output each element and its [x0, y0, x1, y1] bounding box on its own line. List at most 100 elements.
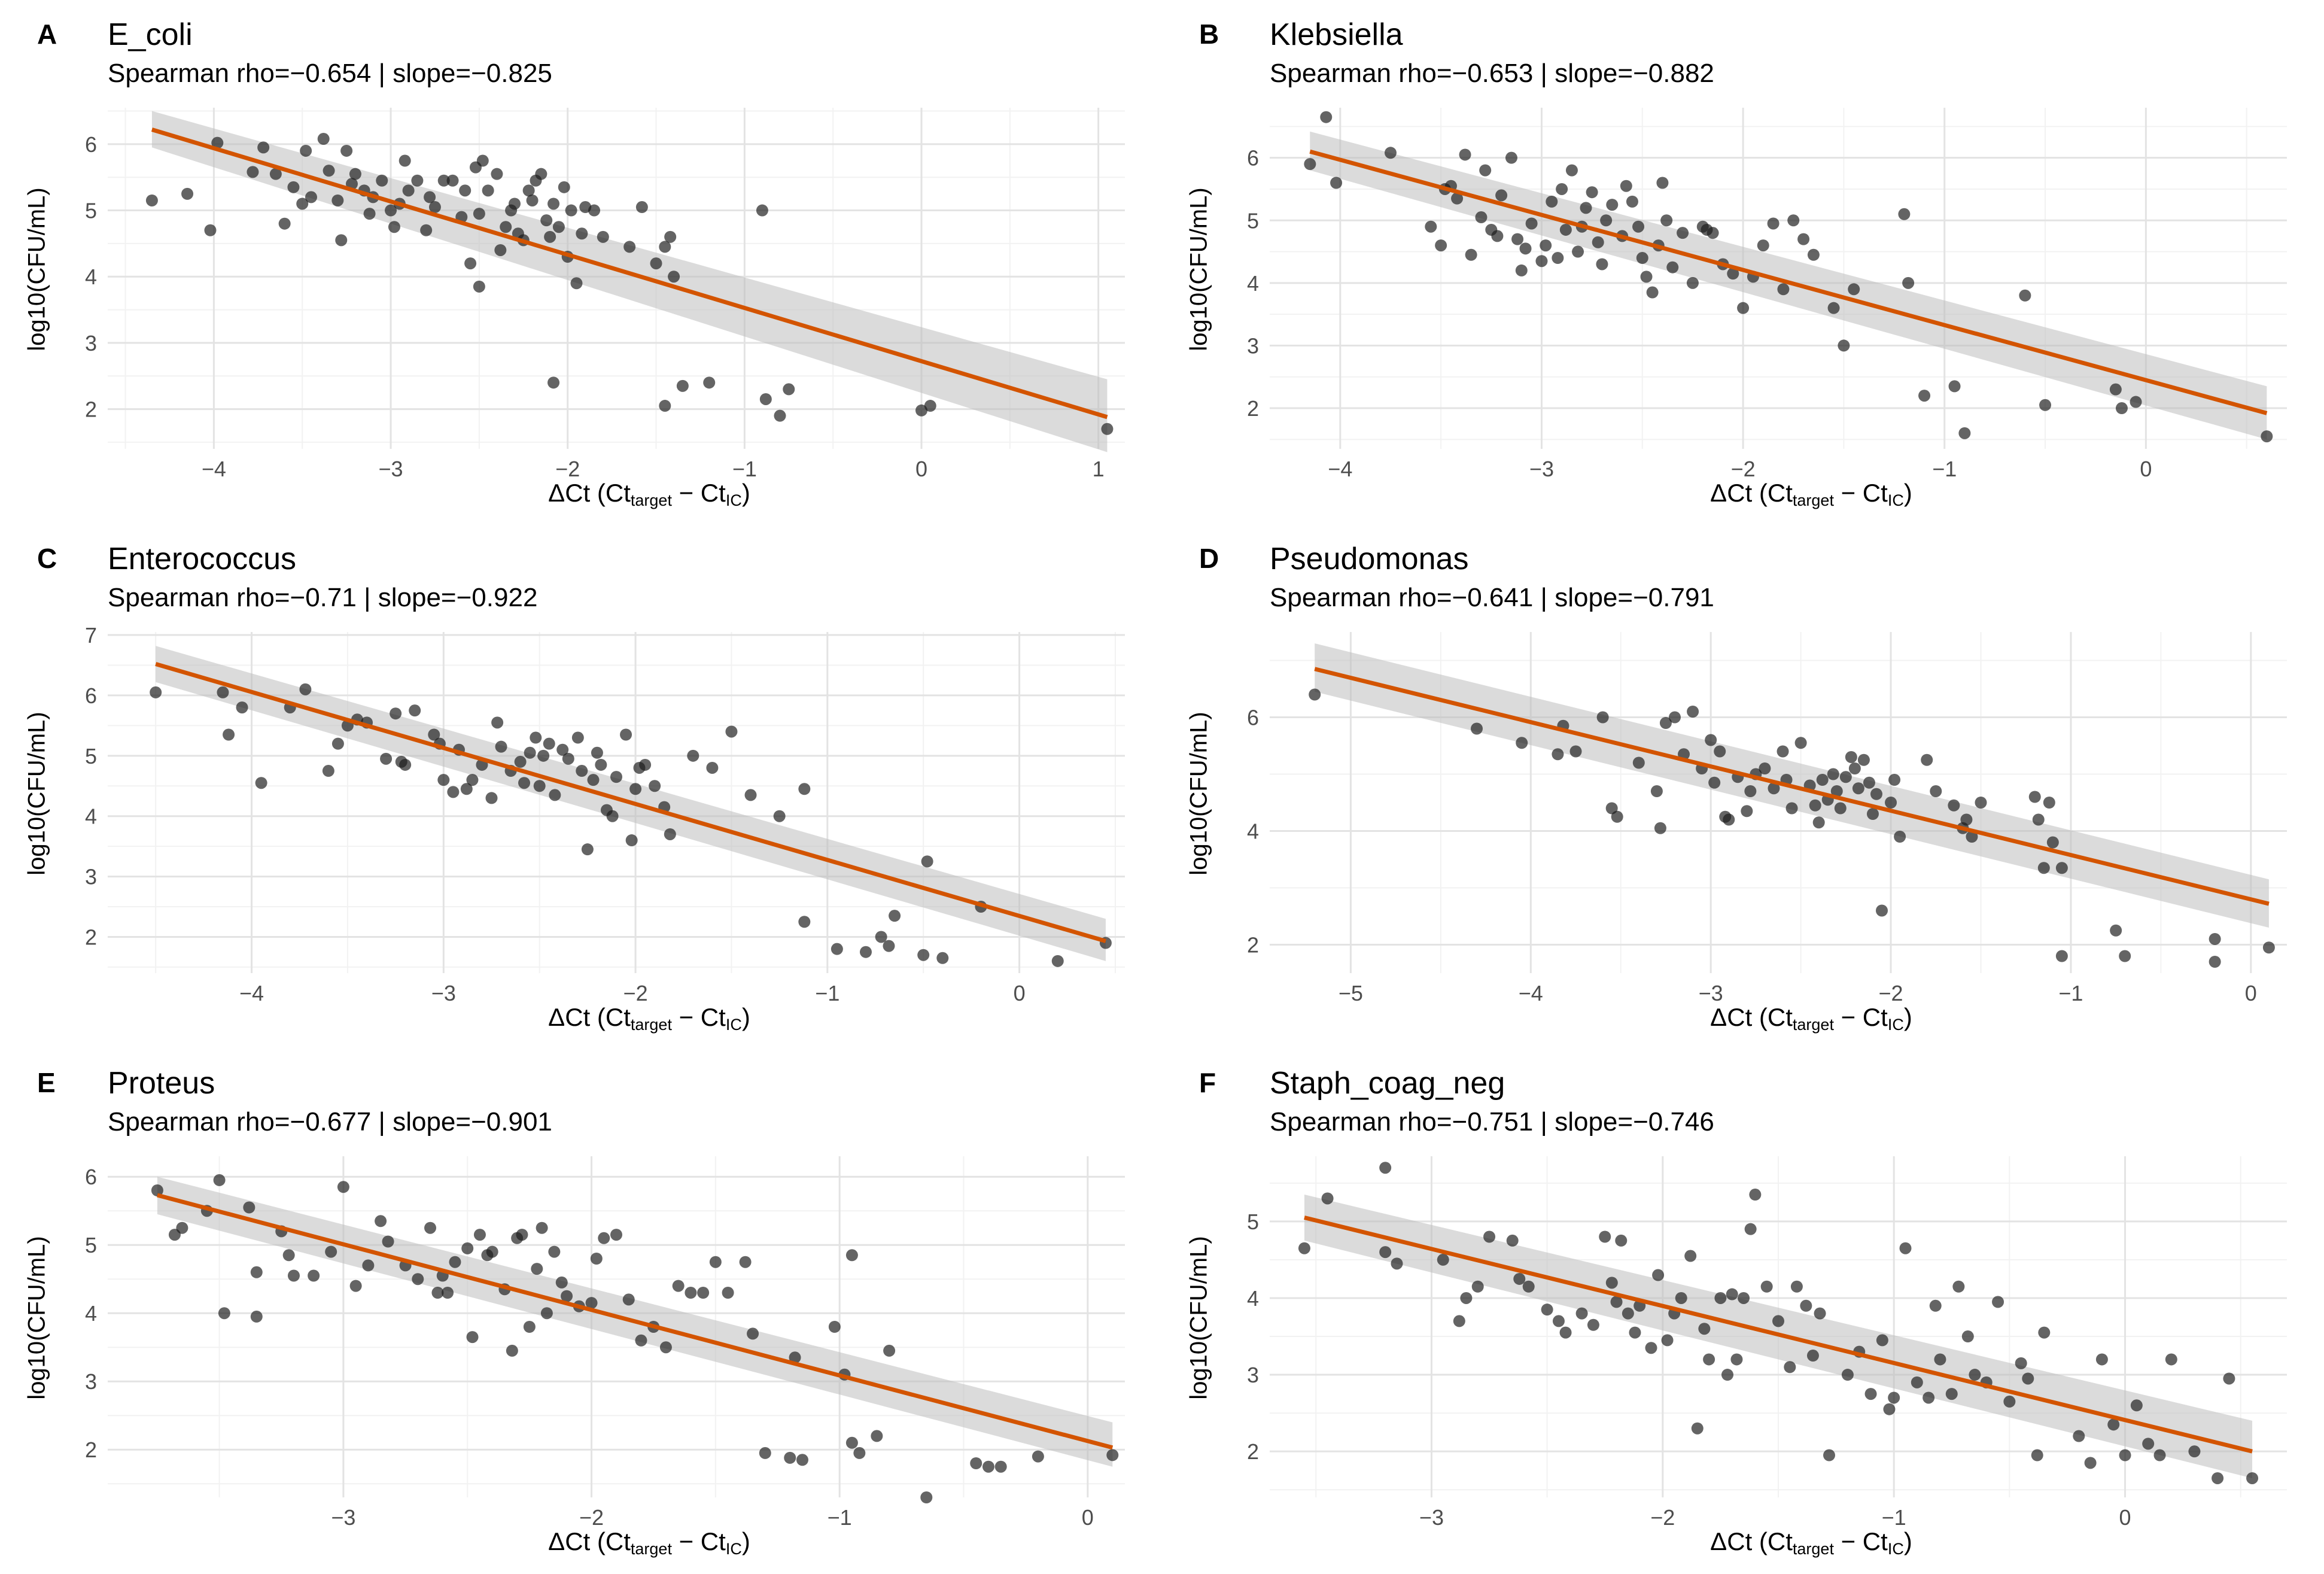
data-point	[561, 1290, 573, 1302]
y-tick-label: 2	[85, 925, 97, 949]
data-point	[409, 704, 421, 717]
data-point	[349, 1280, 362, 1292]
data-point	[1606, 199, 1619, 211]
regression-line	[155, 662, 1106, 943]
data-point	[278, 217, 291, 230]
data-point	[1425, 220, 1437, 233]
data-point	[1809, 799, 1821, 812]
data-point	[1738, 1292, 1750, 1304]
data-point	[659, 400, 671, 412]
data-point	[2262, 941, 2275, 954]
data-point	[798, 783, 811, 795]
x-tick-label: −3	[1529, 457, 1554, 481]
x-axis-label-sub2: IC	[1887, 1016, 1904, 1034]
data-point	[1864, 1388, 1877, 1400]
data-point	[524, 746, 536, 759]
data-point	[1945, 1388, 1958, 1400]
data-point	[1540, 239, 1552, 252]
data-point	[516, 1229, 528, 1241]
data-point	[1790, 1280, 1803, 1293]
data-point	[853, 1447, 866, 1459]
data-point	[482, 184, 494, 197]
data-point	[1797, 233, 1810, 245]
data-point	[537, 749, 550, 762]
data-point	[1923, 1391, 1935, 1404]
y-tick-label: 5	[85, 744, 97, 768]
x-tick-label: −2	[1879, 981, 1903, 1005]
data-point	[1787, 214, 1800, 227]
data-point	[1495, 189, 1508, 202]
data-point	[1767, 217, 1779, 230]
data-point	[420, 224, 433, 236]
x-axis-label-prefix: ΔCt (Ct	[548, 479, 631, 507]
data-point	[1703, 1353, 1715, 1366]
data-point	[871, 1430, 883, 1442]
x-axis-label-sub2: IC	[1887, 1540, 1904, 1558]
regression-line	[151, 127, 1108, 420]
data-point	[774, 409, 786, 422]
data-point	[466, 1331, 479, 1344]
regression-line	[1309, 149, 2268, 415]
x-axis-label-mid: − Ct	[671, 1527, 726, 1555]
data-point	[402, 184, 415, 197]
data-point	[181, 187, 194, 200]
chart-title: E_coli	[108, 17, 193, 52]
data-point	[576, 765, 588, 777]
data-point	[1948, 799, 1960, 812]
data-point	[2003, 1395, 2016, 1408]
data-point	[1459, 148, 1471, 161]
data-point	[2119, 950, 2131, 962]
data-point	[2095, 1353, 2108, 1366]
data-point	[620, 728, 632, 741]
x-axis-label-suffix: )	[1903, 479, 1912, 507]
data-point	[2110, 924, 2122, 937]
x-tick-label: −4	[1328, 457, 1352, 481]
regression-line	[1314, 667, 2270, 906]
x-tick-label: 0	[915, 457, 927, 481]
data-point	[1759, 762, 1771, 774]
data-point	[556, 743, 569, 756]
data-point	[576, 227, 588, 240]
y-tick-label: 6	[1247, 146, 1259, 171]
data-point	[1525, 217, 1538, 230]
data-point	[1471, 1280, 1484, 1293]
x-axis-label-sub1: target	[630, 491, 672, 509]
data-point	[2055, 862, 2068, 874]
data-point	[530, 731, 542, 744]
y-tick-label: 4	[85, 804, 97, 829]
data-point	[473, 1229, 486, 1241]
data-point	[296, 197, 309, 210]
data-point	[1839, 771, 1852, 783]
data-point	[1898, 208, 1911, 220]
data-point	[597, 230, 609, 243]
x-axis-label-mid: − Ct	[671, 1003, 726, 1031]
x-tick-label: 0	[1082, 1505, 1094, 1530]
data-point	[323, 165, 335, 177]
x-tick-label: −4	[1519, 981, 1543, 1005]
data-point	[1646, 286, 1659, 299]
data-point	[1888, 1391, 1900, 1404]
x-axis-label: ΔCt (Cttarget − CtIC)	[1710, 1003, 1912, 1034]
y-axis-label: log10(CFU/mL)	[23, 187, 50, 351]
data-point	[1730, 1353, 1743, 1366]
data-point	[518, 777, 531, 789]
data-point	[1451, 192, 1464, 205]
data-point	[606, 810, 619, 822]
data-point	[536, 1221, 548, 1234]
data-point	[1686, 276, 1699, 289]
data-point	[337, 1181, 349, 1193]
data-point	[150, 686, 162, 698]
data-point	[659, 1341, 672, 1354]
data-point	[796, 1454, 808, 1466]
data-point	[1541, 1303, 1553, 1316]
data-point	[1723, 813, 1735, 826]
x-tick-label: −3	[431, 981, 456, 1005]
data-point	[610, 771, 622, 783]
data-point	[697, 1287, 710, 1299]
data-point	[1552, 748, 1564, 761]
data-point	[722, 1287, 734, 1299]
data-point	[1777, 745, 1789, 758]
data-point	[447, 786, 460, 798]
data-point	[1760, 1280, 1773, 1293]
data-point	[1772, 1315, 1784, 1327]
